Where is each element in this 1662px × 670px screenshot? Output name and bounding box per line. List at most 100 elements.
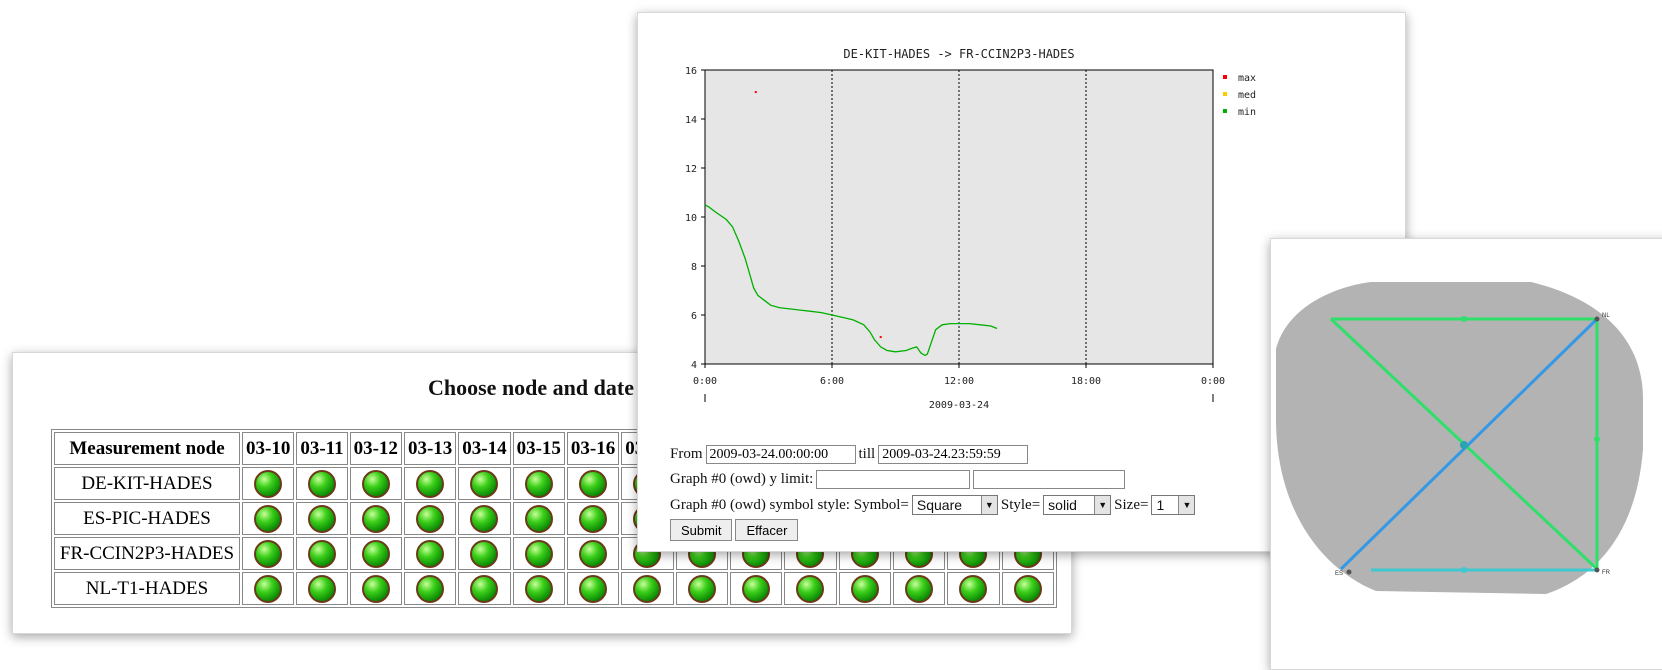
green-ball-icon[interactable] xyxy=(470,504,499,533)
green-ball-icon[interactable] xyxy=(524,469,553,498)
date-range-row: From till xyxy=(670,445,1029,464)
status-cell xyxy=(458,467,511,500)
status-cell xyxy=(566,572,620,605)
green-ball-icon[interactable] xyxy=(524,539,553,568)
status-cell xyxy=(242,467,295,500)
x-tick-label: 0:00 xyxy=(693,376,717,387)
node-dot-es[interactable] xyxy=(1346,569,1352,575)
status-cell xyxy=(566,537,620,570)
y-limit-label: Graph #0 (owd) y limit: xyxy=(670,471,814,487)
status-cell xyxy=(242,572,295,605)
status-cell xyxy=(947,572,1000,605)
green-ball-icon[interactable] xyxy=(470,539,499,568)
node-name-cell: DE-KIT-HADES xyxy=(54,467,240,500)
green-ball-icon[interactable] xyxy=(959,574,988,603)
green-ball-icon[interactable] xyxy=(687,574,716,603)
legend-swatch-med xyxy=(1223,92,1227,96)
green-ball-icon[interactable] xyxy=(1013,574,1042,603)
form-buttons-row: Submit Effacer xyxy=(670,519,799,541)
chevron-down-icon: ▼ xyxy=(980,496,997,514)
green-ball-icon[interactable] xyxy=(416,574,445,603)
status-cell xyxy=(512,537,565,570)
status-cell xyxy=(458,537,511,570)
green-ball-icon[interactable] xyxy=(470,469,499,498)
green-ball-icon[interactable] xyxy=(361,574,390,603)
y-tick-label: 14 xyxy=(685,115,697,126)
y-limit-row: Graph #0 (owd) y limit: xyxy=(670,470,1126,489)
status-cell xyxy=(242,502,295,535)
legend-label-min: min xyxy=(1238,107,1256,118)
node-label-fr: FR xyxy=(1602,570,1611,576)
green-ball-icon[interactable] xyxy=(416,469,445,498)
status-cell xyxy=(296,467,348,500)
y-limit-max-input[interactable] xyxy=(973,470,1126,489)
style-label: Style= xyxy=(1000,496,1041,513)
size-select[interactable]: 1 ▼ xyxy=(1151,495,1196,515)
submit-button[interactable]: Submit xyxy=(670,519,733,541)
till-date-input[interactable] xyxy=(878,445,1029,464)
node-dot-fr[interactable] xyxy=(1594,567,1600,573)
green-ball-icon[interactable] xyxy=(361,504,390,533)
y-tick-label: 6 xyxy=(691,311,697,322)
status-cell xyxy=(512,572,565,605)
x-date-label: 2009-03-24 xyxy=(929,400,989,411)
green-ball-icon[interactable] xyxy=(524,574,553,603)
node-name-cell: FR-CCIN2P3-HADES xyxy=(54,537,240,570)
status-cell xyxy=(566,502,620,535)
legend-label-med: med xyxy=(1238,90,1256,101)
reset-button[interactable]: Effacer xyxy=(735,519,799,541)
chart-title: DE-KIT-HADES -> FR-CCIN2P3-HADES xyxy=(843,47,1074,61)
date-column-header: 03-15 xyxy=(512,432,565,465)
status-cell xyxy=(242,537,295,570)
y-limit-min-input[interactable] xyxy=(816,470,971,489)
y-tick-label: 12 xyxy=(685,164,697,175)
green-ball-icon[interactable] xyxy=(307,504,336,533)
from-date-input[interactable] xyxy=(705,445,856,464)
chevron-down-icon: ▼ xyxy=(1178,496,1195,514)
green-ball-icon[interactable] xyxy=(579,469,608,498)
green-ball-icon[interactable] xyxy=(579,504,608,533)
from-label: From xyxy=(670,446,703,462)
date-column-header: 03-16 xyxy=(566,432,620,465)
network-map: NL FR ES xyxy=(1276,282,1643,594)
green-ball-icon[interactable] xyxy=(254,469,283,498)
green-ball-icon[interactable] xyxy=(633,574,662,603)
green-ball-icon[interactable] xyxy=(524,504,553,533)
green-ball-icon[interactable] xyxy=(470,574,499,603)
data-point-max xyxy=(879,336,882,339)
green-ball-icon[interactable] xyxy=(579,574,608,603)
green-ball-icon[interactable] xyxy=(307,574,336,603)
green-ball-icon[interactable] xyxy=(361,469,390,498)
symbol-style-label: Graph #0 (owd) symbol style: Symbol= xyxy=(670,496,909,513)
node-dot-nl[interactable] xyxy=(1594,316,1600,322)
y-tick-label: 16 xyxy=(685,66,697,77)
green-ball-icon[interactable] xyxy=(416,504,445,533)
green-ball-icon[interactable] xyxy=(254,504,283,533)
green-ball-icon[interactable] xyxy=(254,574,283,603)
green-ball-icon[interactable] xyxy=(579,539,608,568)
green-ball-icon[interactable] xyxy=(361,539,390,568)
green-ball-icon[interactable] xyxy=(307,539,336,568)
green-ball-icon[interactable] xyxy=(307,469,336,498)
size-label: Size= xyxy=(1114,496,1149,513)
network-map-panel: NL FR ES xyxy=(1270,238,1662,670)
status-cell xyxy=(675,572,728,605)
node-label-nl: NL xyxy=(1602,313,1610,319)
data-point-max xyxy=(754,91,757,94)
status-cell xyxy=(296,572,348,605)
green-ball-icon[interactable] xyxy=(416,539,445,568)
table-row: NL-T1-HADES xyxy=(54,572,1054,605)
style-select[interactable]: solid ▼ xyxy=(1043,495,1112,515)
size-select-value: 1 xyxy=(1156,497,1165,513)
green-ball-icon[interactable] xyxy=(254,539,283,568)
green-ball-icon[interactable] xyxy=(796,574,825,603)
x-tick-label: 18:00 xyxy=(1071,376,1101,387)
date-column-header: 03-12 xyxy=(349,432,402,465)
status-cell xyxy=(296,537,348,570)
link-marker xyxy=(1594,436,1600,442)
green-ball-icon[interactable] xyxy=(905,574,934,603)
status-cell xyxy=(892,572,946,605)
symbol-select[interactable]: Square ▼ xyxy=(911,495,998,515)
green-ball-icon[interactable] xyxy=(742,574,771,603)
green-ball-icon[interactable] xyxy=(850,574,879,603)
